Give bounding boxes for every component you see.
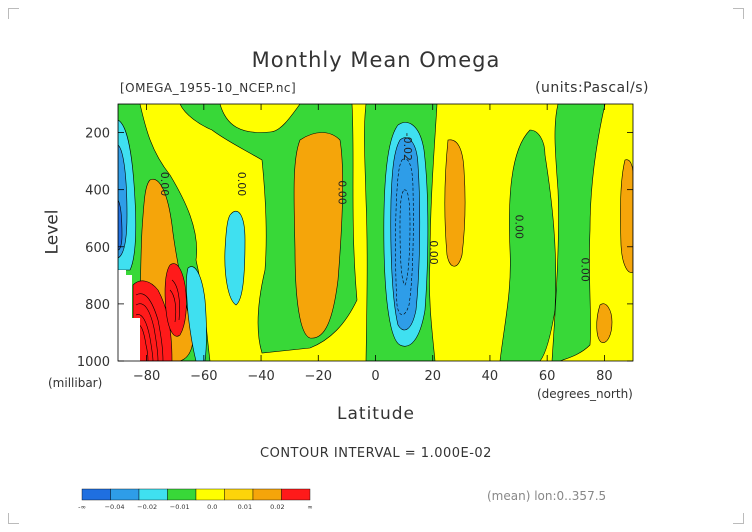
colorbar-label: 0.01 [238, 503, 252, 511]
contour-label: 0.00 [158, 172, 171, 197]
colorbar-label: 0.02 [270, 503, 284, 511]
colorbar-swatch [224, 488, 254, 501]
x-tick-label: −60 [190, 369, 217, 384]
y-tick-label: 400 [85, 184, 110, 199]
corner-mark-bl [8, 513, 19, 524]
corner-mark-br [733, 513, 744, 524]
contour-label: 0.00 [579, 257, 592, 282]
orange-region-85n [620, 159, 633, 273]
contour-label: 0.00 [335, 180, 348, 205]
dashed-contour-10n-inner [399, 189, 411, 286]
corner-mark-tr [733, 8, 744, 19]
contour-label: 0.00 [235, 172, 248, 197]
units-label: (units:Pascal/s) [535, 80, 649, 96]
y-tick-label: 600 [85, 241, 110, 256]
x-tick-label: −40 [247, 369, 274, 384]
x-tick-label: −20 [305, 369, 332, 384]
orange-region-80n [596, 303, 613, 343]
contour-label: 0.00 [513, 215, 526, 240]
contour-label: 0.00 [427, 240, 440, 265]
cyan-region-65s [186, 266, 207, 361]
blue-region-10n [390, 137, 421, 331]
colorbar-swatch [252, 488, 282, 501]
colorbar-swatch [110, 488, 140, 501]
x-tick-label: 80 [596, 369, 613, 384]
y-tick-label: 1000 [77, 355, 110, 370]
x-tick-label: 20 [424, 369, 441, 384]
x-axis-ticks: −80 −60 −40 −20 0 20 40 60 80 [133, 104, 613, 384]
colorbar-swatch [281, 488, 311, 501]
orange-region-25n [444, 139, 466, 267]
y-axis-unit: (millibar) [48, 376, 103, 390]
green-region-north-60 [499, 129, 557, 361]
colorbar-label: -∞ [78, 503, 86, 511]
cyan-region-50s [224, 210, 246, 306]
colorbar-swatch [81, 488, 111, 501]
colorbar-label: −0.04 [105, 503, 125, 511]
x-tick-label: 60 [539, 369, 556, 384]
x-tick-label: 0 [371, 369, 379, 384]
colorbar-label: ∞ [307, 503, 312, 511]
contour-labels: 0.00 0.00 0.00 -0.02 0.00 0.00 0.00 [158, 133, 592, 282]
x-tick-label: 40 [482, 369, 499, 384]
contour-label: -0.02 [401, 133, 414, 161]
contour-interval-label: CONTOUR INTERVAL = 1.000E-02 [260, 446, 492, 461]
x-axis-unit: (degrees_north) [537, 387, 633, 401]
chart-title: Monthly Mean Omega [251, 48, 501, 72]
deep-blue-region-88s [118, 199, 123, 251]
dashed-contour-10n [395, 158, 414, 316]
colorbar-swatch [138, 488, 168, 501]
dataset-filename: [OMEGA_1955-10_NCEP.nc] [120, 81, 297, 95]
colorbar: -∞ −0.04 −0.02 −0.01 0.0 0.01 0.02 ∞ [78, 488, 313, 511]
colorbar-label: −0.01 [170, 503, 190, 511]
mean-longitude-label: (mean) lon:0..357.5 [487, 489, 607, 503]
y-tick-label: 200 [85, 127, 110, 142]
no-data-region [118, 270, 140, 361]
red-region-70s [164, 263, 187, 337]
colorbar-swatch [195, 488, 225, 501]
x-axis-label: Latitude [337, 404, 415, 424]
y-axis-ticks: 200 400 600 800 1000 [77, 127, 633, 370]
x-tick-label: −80 [133, 369, 160, 384]
y-tick-label: 800 [85, 298, 110, 313]
green-region-north-75 [551, 104, 606, 361]
colorbar-swatch [167, 488, 197, 501]
contour-field [118, 104, 633, 361]
colorbar-label: −0.02 [137, 503, 157, 511]
corner-mark-tl [8, 8, 19, 19]
orange-region-25s [293, 132, 343, 339]
colorbar-label: 0.0 [207, 503, 217, 511]
